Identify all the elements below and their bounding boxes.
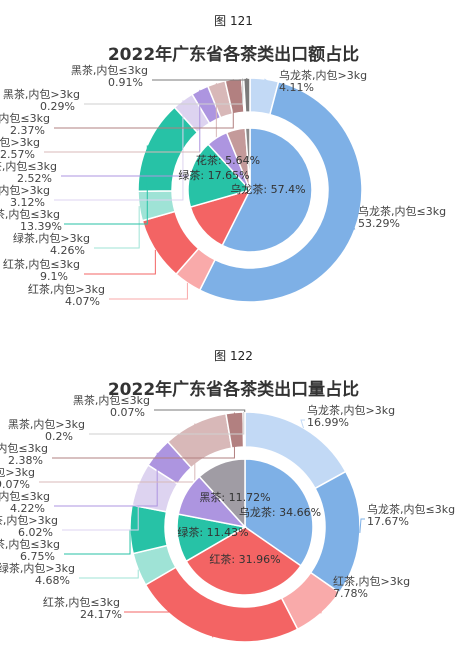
outer-slice-value: 2.57% <box>0 148 35 161</box>
outer-slice-value: 9.1% <box>40 270 68 283</box>
inner-slice <box>198 458 246 529</box>
outer-slice-label: 红茶,内包≤3kg <box>3 257 80 271</box>
outer-slice-label: 普洱熟茶,内包>3kg <box>0 135 40 149</box>
leader-line <box>300 419 305 429</box>
inner-slice-label: 乌龙茶: 34.66% <box>239 505 321 519</box>
outer-slice-label: 乌龙茶,内包≤3kg <box>367 502 455 516</box>
leader-line <box>320 590 331 614</box>
leader-line <box>124 611 214 638</box>
inner-slice-label: 花茶: 5.64% <box>196 154 260 167</box>
outer-ring <box>129 411 361 643</box>
leader-line <box>94 206 140 249</box>
outer-slice-label: 绿茶,内包>3kg <box>13 231 90 245</box>
outer-slice-label: 绿茶,内包≤3kg <box>0 537 60 551</box>
outer-slice-label: 花茶,内包≤3kg <box>0 489 50 503</box>
inner-slice-label: 黑茶: 11.72% <box>199 491 270 504</box>
leader-line <box>109 282 188 300</box>
leader-line <box>54 100 184 201</box>
outer-slice <box>129 504 169 555</box>
outer-slice-value: 0.91% <box>108 76 143 89</box>
outer-slice-value: 4.22% <box>10 502 45 515</box>
outer-slice-label: 花茶,内包>3kg <box>0 183 50 197</box>
chart-title: 2022年广东省各茶类出口额占比 <box>107 45 360 65</box>
leader-line <box>264 78 277 86</box>
outer-slice-label: 乌龙茶,内包>3kg <box>279 68 367 82</box>
inner-pie <box>176 458 314 596</box>
inner-slice <box>244 127 251 191</box>
leader-line <box>62 484 139 531</box>
figure-label: 图 121 <box>214 14 253 28</box>
outer-slice-label: 黑茶,内包>3kg <box>3 87 80 101</box>
inner-slice-label: 绿茶: 17.65% <box>178 168 249 182</box>
leader-line <box>89 412 245 435</box>
figure-122: 图 122 2022年广东省各茶类出口量占比 乌龙茶,内包>3kg 16.99% 乌… <box>0 335 467 670</box>
figure-121: 图 121 2022年广东省各茶类出口额占比 乌龙茶,内包>3kg 4.11% 乌龙… <box>0 14 446 308</box>
outer-slice-label: 普洱熟茶,内包≤3kg <box>0 441 48 455</box>
inner-pie <box>187 127 313 253</box>
outer-slice-label: 乌龙茶,内包>3kg <box>307 403 395 417</box>
inner-slice <box>221 127 313 253</box>
leader-line <box>64 145 148 225</box>
outer-slice-value: 17.67% <box>367 515 409 528</box>
chart-title: 2022年广东省各茶类出口量占比 <box>107 380 360 400</box>
outer-slice-label: 花茶,内包≤3kg <box>0 159 57 173</box>
inner-slice <box>244 458 314 567</box>
outer-slice-label: 绿茶,内包>3kg <box>0 561 75 575</box>
outer-slice-value: 9.07% <box>0 478 30 491</box>
outer-slice <box>198 80 363 303</box>
outer-slice-value: 6.75% <box>20 550 55 563</box>
outer-slice-label: 黑茶,内包≤3kg <box>71 63 148 77</box>
outer-slice <box>243 411 246 448</box>
outer-slice-label: 黑茶,内包>3kg <box>8 417 85 431</box>
outer-slice-label: 普洱熟茶,内包>3kg <box>0 465 35 479</box>
outer-slice-value: 2.52% <box>17 172 52 185</box>
outer-slice-value: 16.99% <box>307 416 349 429</box>
leader-line <box>152 78 248 81</box>
leader-line <box>52 412 235 459</box>
leader-line <box>154 409 246 413</box>
outer-slice-label: 绿茶,内包≤3kg <box>0 207 60 221</box>
outer-slice-value: 4.11% <box>279 81 314 94</box>
inner-slice-label: 红茶: 31.96% <box>209 553 280 566</box>
outer-slice-label: 花茶,内包>3kg <box>0 513 58 527</box>
leader-line <box>84 78 244 105</box>
outer-slice-label: 红茶,内包>3kg <box>333 574 410 588</box>
figure-label: 图 122 <box>214 349 253 363</box>
inner-slice-label: 乌龙茶: 57.4% <box>230 182 305 196</box>
outer-slice-value: 7.78% <box>333 587 368 600</box>
outer-slice-label: 普洱熟茶,内包≤3kg <box>0 111 50 125</box>
inner-slice <box>185 526 302 596</box>
outer-slice-value: 3.12% <box>10 196 45 209</box>
outer-slice-value: 0.29% <box>40 100 75 113</box>
inner-slice <box>187 143 252 208</box>
leader-line <box>79 569 139 579</box>
leader-line <box>351 220 356 230</box>
outer-slice-label: 红茶,内包>3kg <box>28 282 105 296</box>
outer-slice-value: 24.17% <box>80 608 122 621</box>
outer-slice-value: 0.2% <box>45 430 73 443</box>
outer-slice <box>242 77 251 113</box>
inner-slice-label: 绿茶: 11.43% <box>177 525 248 539</box>
leader-line <box>54 79 234 129</box>
outer-slice-value: 4.07% <box>65 295 100 308</box>
outer-slice-value: 4.68% <box>35 574 70 587</box>
outer-slice-value: 0.07% <box>110 406 145 419</box>
outer-slice-label: 乌龙茶,内包≤3kg <box>358 204 446 218</box>
outer-slice-value: 4.26% <box>50 244 85 257</box>
outer-slice-label: 黑茶,内包≤3kg <box>73 393 150 407</box>
leader-line <box>64 529 131 555</box>
outer-slice-value: 53.29% <box>358 217 400 230</box>
leader-line <box>84 249 156 275</box>
outer-slice-label: 红茶,内包≤3kg <box>43 595 120 609</box>
outer-slice-value: 13.39% <box>20 220 62 233</box>
leader-line <box>54 452 158 507</box>
outer-slice-value: 2.38% <box>8 454 43 467</box>
outer-slice-value: 2.37% <box>10 124 45 137</box>
outer-slice-value: 6.02% <box>18 526 53 539</box>
leader-line <box>359 518 365 533</box>
